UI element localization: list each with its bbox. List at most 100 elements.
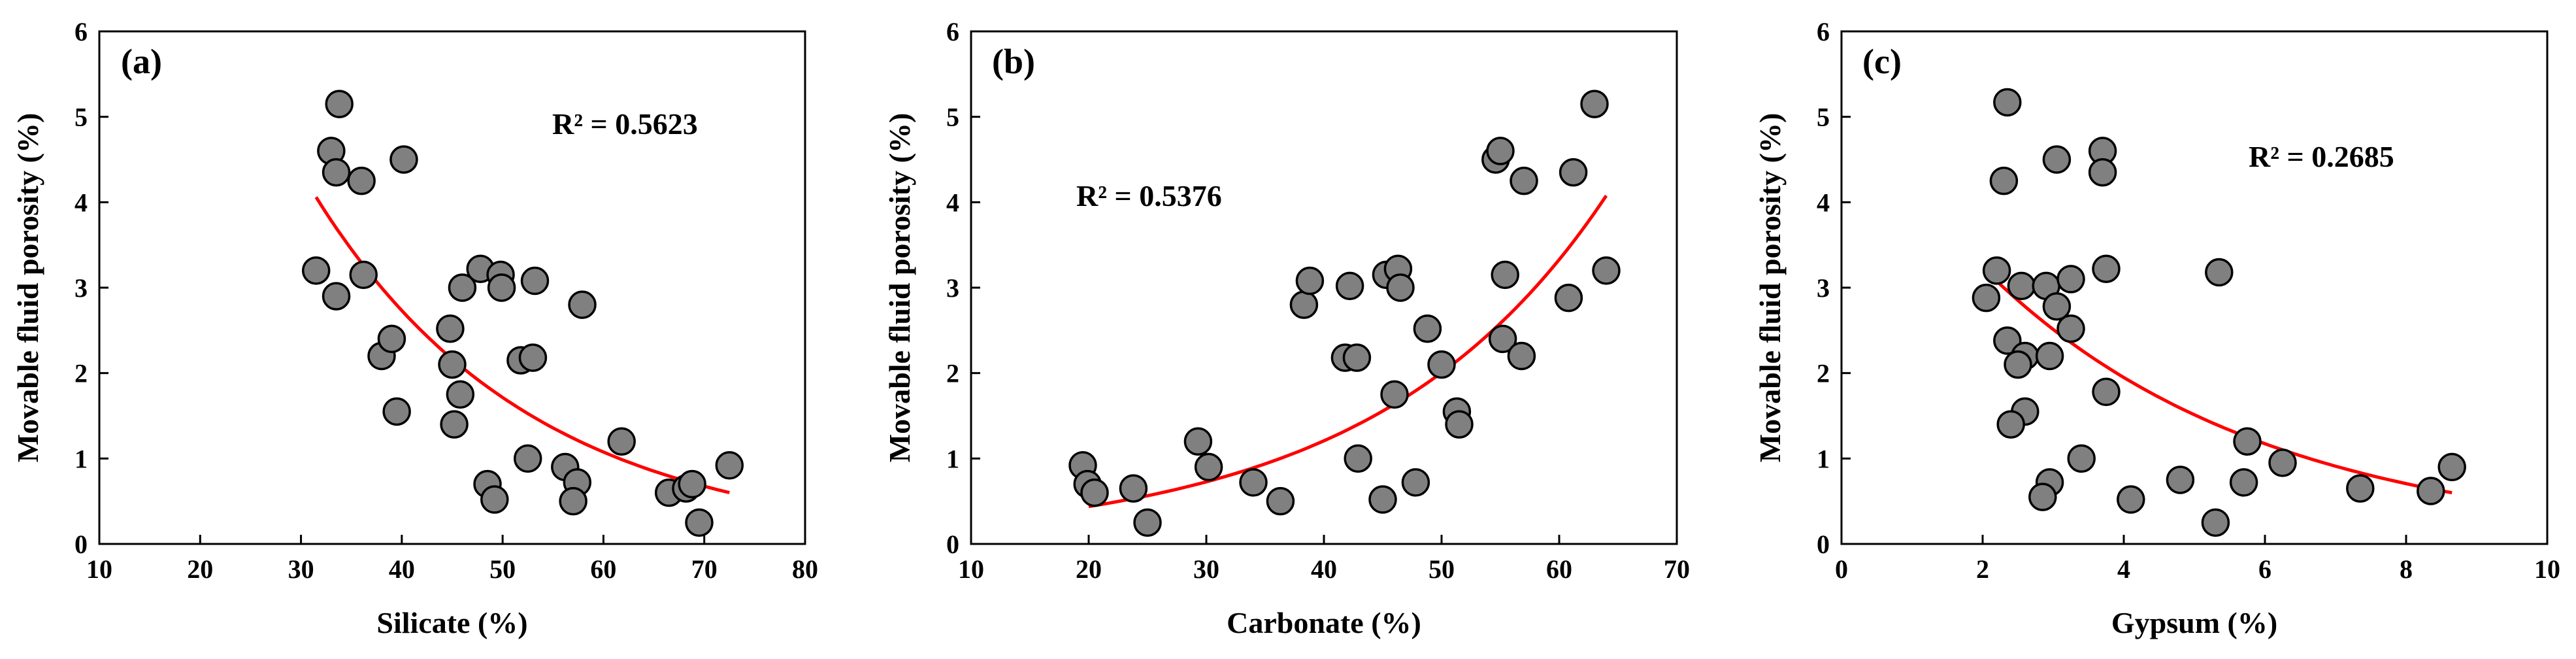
data-point (2117, 485, 2145, 514)
x-tick-label: 30 (1193, 554, 1219, 584)
trendline (1088, 194, 1608, 509)
data-point (1445, 410, 1474, 439)
data-point (2346, 474, 2375, 503)
data-point (1119, 474, 1148, 503)
data-point (1239, 468, 1268, 497)
y-tick-label: 0 (1817, 530, 1830, 559)
panel-2: 10 20 30 40 50 60 70 0 1 2 3 4 5 6 Carbonate (%) Movabl… (883, 17, 1690, 639)
y-tick-label: 5 (74, 103, 88, 132)
data-point (2233, 427, 2262, 456)
y-tick-label: 4 (946, 188, 959, 217)
y-tick-label: 4 (1817, 188, 1830, 217)
data-point (1486, 137, 1515, 165)
data-point (2056, 265, 2085, 294)
data-point (1427, 350, 1456, 379)
y-tick-label: 6 (946, 17, 959, 46)
data-point (685, 508, 714, 537)
data-point (1295, 266, 1325, 296)
x-tick-label: 20 (187, 554, 213, 584)
data-point (678, 469, 706, 499)
data-point (2004, 350, 2032, 379)
x-tick-label: 10 (86, 554, 112, 584)
data-point (1510, 166, 1538, 195)
x-tick-label: 10 (958, 554, 984, 584)
data-point (1993, 88, 2022, 117)
data-point (559, 486, 587, 516)
data-point (446, 380, 475, 409)
data-point (1491, 260, 1519, 290)
data-point (2088, 158, 2117, 187)
data-point (322, 282, 351, 311)
data-point (1972, 283, 2001, 313)
y-tick-label: 2 (1817, 359, 1830, 388)
y-tick-label: 3 (1817, 273, 1830, 303)
y-tick-label: 0 (74, 530, 88, 559)
data-point (325, 90, 354, 118)
x-tick-label: 50 (1428, 554, 1455, 584)
data-point (448, 273, 477, 302)
data-point (1342, 343, 1372, 372)
data-point (1507, 341, 1536, 371)
data-point (1266, 486, 1295, 516)
x-tick-label: 10 (2534, 554, 2560, 584)
x-tick-label: 6 (2258, 554, 2271, 584)
data-point (1996, 410, 2025, 439)
y-tick-label: 5 (946, 103, 959, 132)
x-tick-label: 60 (1546, 554, 1572, 584)
data-point (715, 451, 744, 480)
x-tick-label: 80 (792, 554, 818, 584)
data-point (2067, 444, 2096, 473)
data-point (1401, 468, 1430, 497)
data-point (2201, 508, 2230, 537)
y-tick-label: 6 (1817, 17, 1830, 46)
data-point (2035, 341, 2064, 371)
x-tick-label: 70 (1664, 554, 1690, 584)
data-point (1289, 290, 1319, 319)
data-point (1488, 324, 1517, 354)
data-point (1592, 256, 1621, 285)
data-point (1335, 271, 1364, 301)
y-tick-label: 1 (946, 444, 959, 473)
data-point (1368, 485, 1397, 514)
data-point (2028, 482, 2057, 511)
data-point (1554, 283, 1583, 313)
data-point (349, 260, 378, 290)
x-axis-title: Gypsum (%) (2111, 606, 2277, 639)
data-point (377, 324, 406, 354)
data-point (2056, 314, 2085, 343)
x-tick-label: 4 (2117, 554, 2130, 584)
data-point (2417, 477, 2445, 505)
x-tick-label: 50 (489, 554, 516, 584)
panel-label: (c) (1862, 42, 1902, 81)
data-point (487, 273, 516, 302)
data-point (347, 166, 376, 195)
data-point (518, 343, 548, 372)
data-point (382, 397, 411, 426)
data-point (1344, 444, 1372, 473)
panel-label: (b) (992, 42, 1035, 81)
x-tick-label: 8 (2400, 554, 2413, 584)
data-point (1133, 508, 1162, 537)
data-point (2437, 452, 2466, 482)
data-point (2166, 465, 2195, 494)
y-tick-label: 3 (946, 273, 959, 303)
data-point (513, 444, 542, 473)
y-tick-label: 5 (1817, 103, 1830, 132)
y-tick-label: 2 (74, 359, 88, 388)
data-point (436, 314, 465, 343)
data-point (2092, 377, 2121, 407)
data-point (301, 256, 331, 285)
data-point (1080, 478, 1109, 507)
x-tick-label: 0 (1835, 554, 1848, 584)
x-tick-label: 2 (1976, 554, 1989, 584)
y-axis-title: Movable fluid porosity (%) (883, 113, 916, 463)
y-tick-label: 0 (946, 530, 959, 559)
r-squared-label: R² = 0.2685 (2249, 140, 2394, 173)
panel-1: 10 20 30 40 50 60 70 80 0 1 2 3 4 5 6 Silicate (%) Movab… (11, 17, 818, 639)
y-tick-label: 6 (74, 17, 88, 46)
data-point (389, 145, 418, 174)
x-tick-label: 20 (1076, 554, 1102, 584)
data-point (607, 427, 636, 456)
